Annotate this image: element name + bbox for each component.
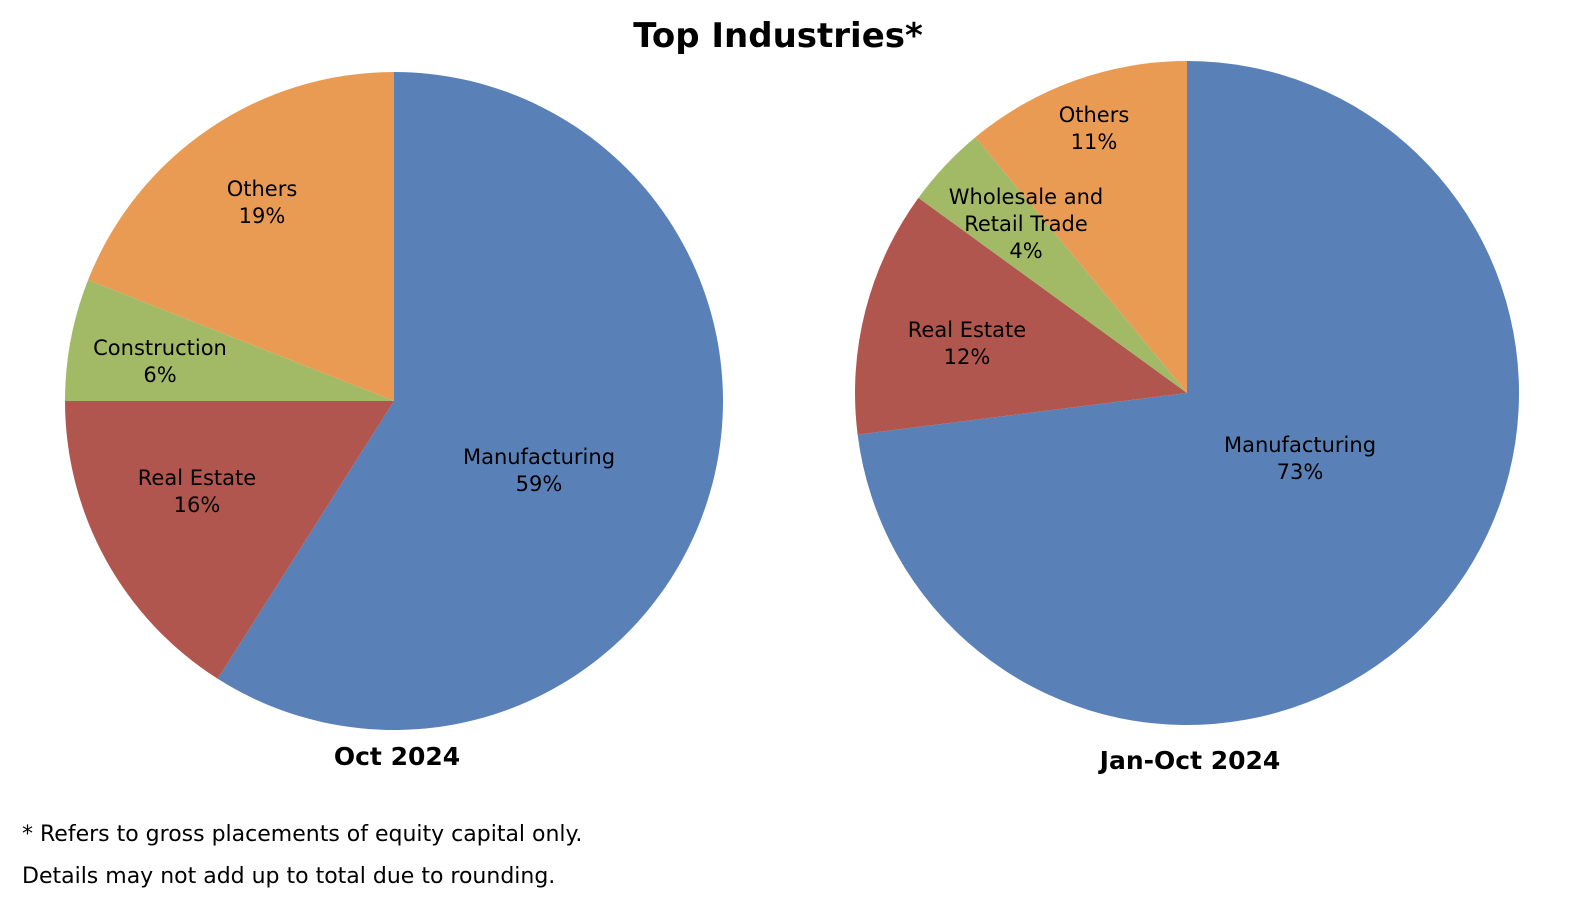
pie-slice-manufacturing — [857, 61, 1520, 725]
data-label-real-estate: Real Estate 16% — [138, 466, 256, 517]
pie-period-label: Jan-Oct 2024 — [1098, 746, 1281, 775]
pie-slice-real-estate — [855, 197, 1187, 435]
data-label-real-estate: Real Estate 12% — [908, 318, 1026, 369]
pie-slice-others — [88, 72, 394, 401]
data-label-construction: Construction 6% — [93, 336, 227, 387]
data-label-others: Others 11% — [1059, 103, 1130, 154]
data-label-manufacturing: Manufacturing 73% — [1224, 433, 1376, 484]
data-label-wholesale-and-retail-trade: Wholesale and Retail Trade 4% — [949, 185, 1103, 263]
pie-slice-manufacturing — [217, 72, 724, 730]
pie-oct-2024: Manufacturing 59% Real Estate 16% Constructi… — [65, 72, 724, 771]
data-label-manufacturing: Manufacturing 59% — [463, 445, 615, 496]
pie-slice-construction — [65, 279, 394, 401]
pie-slice-wholesale-and-retail-trade — [918, 137, 1187, 393]
data-label-others: Others 19% — [227, 177, 298, 228]
pie-slice-real-estate — [65, 401, 394, 679]
pie-jan-oct-2024: Manufacturing 73% Real Estate 12% Wholesale … — [855, 61, 1520, 775]
chart-title: Top Industries* — [633, 16, 923, 56]
pie-period-label: Oct 2024 — [334, 742, 460, 771]
footnote-equity: * Refers to gross placements of equity c… — [22, 822, 583, 847]
pie-slice-others — [975, 61, 1187, 393]
footnote-rounding: Details may not add up to total due to r… — [22, 864, 556, 889]
